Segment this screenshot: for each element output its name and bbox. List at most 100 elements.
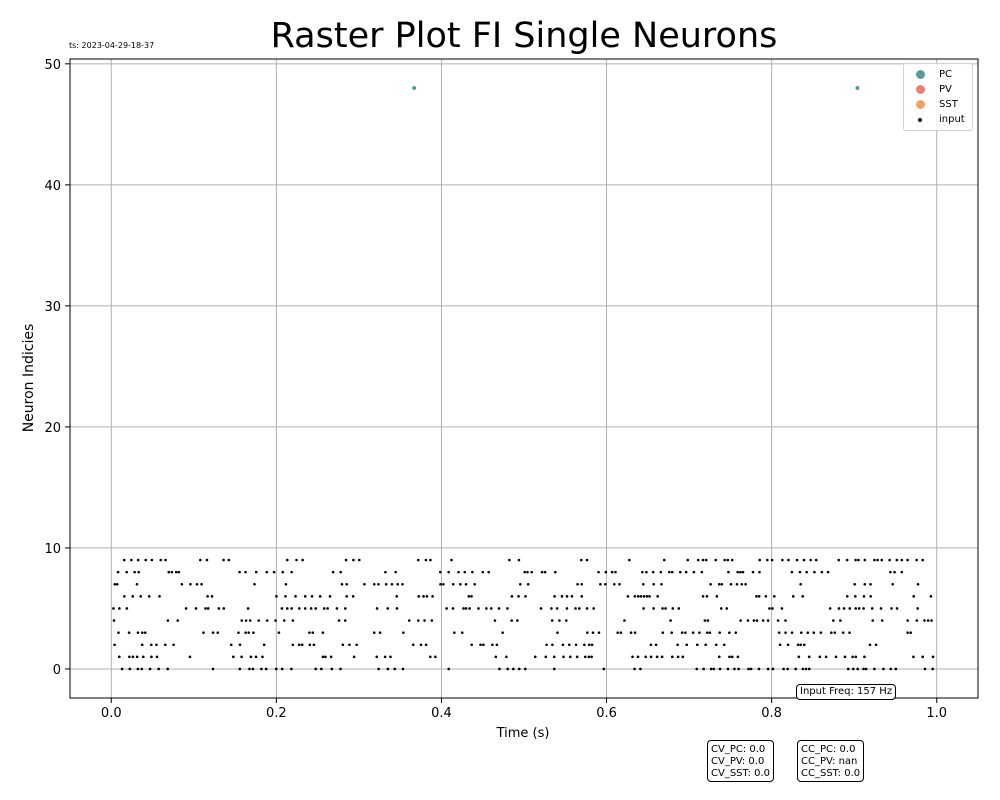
input-spike: [164, 558, 167, 562]
input-spike: [523, 570, 526, 574]
input-spike: [642, 595, 646, 598]
input-spike: [264, 667, 268, 671]
input-spike: [629, 631, 633, 634]
input-spike: [695, 667, 699, 671]
input-spike: [879, 607, 883, 610]
input-spike: [806, 631, 810, 634]
input-spike: [757, 667, 761, 671]
input-spike: [583, 655, 587, 659]
input-spike: [144, 558, 148, 562]
input-spike: [493, 619, 497, 622]
input-spike: [206, 607, 210, 610]
input-spike: [544, 655, 548, 659]
input-spike: [613, 582, 616, 586]
legend: PC PV SST input: [903, 63, 973, 131]
input-spike: [730, 558, 734, 562]
input-spike: [562, 655, 565, 659]
input-spike: [394, 570, 397, 574]
input-spike: [704, 558, 708, 562]
input-spike: [340, 582, 344, 586]
input-spike: [337, 619, 341, 622]
input-spike: [396, 582, 400, 586]
input-spike: [869, 582, 872, 586]
input-spike: [459, 582, 462, 586]
input-spike: [681, 655, 685, 659]
input-spike: [706, 619, 710, 622]
y-axis-label: Neuron Indicies: [21, 323, 37, 433]
y-tick-label: 40: [44, 179, 61, 194]
input-spike: [604, 570, 608, 574]
input-spike: [734, 631, 738, 634]
input-spike: [912, 655, 915, 659]
input-spike: [890, 607, 893, 610]
input-spike: [248, 619, 252, 622]
input-spike: [166, 619, 170, 622]
input-spike: [133, 570, 136, 574]
input-spike: [857, 607, 861, 610]
input-spike: [837, 607, 841, 610]
input-spike: [116, 570, 120, 574]
input-spike: [915, 558, 918, 562]
y-tick-label: 50: [44, 58, 61, 73]
input-spike: [189, 582, 192, 586]
legend-marker-input: [918, 118, 922, 122]
input-spike: [506, 667, 509, 671]
input-spike: [776, 619, 780, 622]
input-spike: [290, 607, 293, 610]
input-spike: [786, 643, 790, 647]
input-spike: [303, 607, 307, 610]
x-tick-label: 0.8: [761, 706, 782, 721]
input-spike: [755, 619, 759, 622]
input-spike: [649, 643, 653, 647]
cc-sst-text: CC_SST: 0.0: [801, 768, 861, 779]
input-spike: [131, 655, 135, 659]
input-spike: [401, 667, 405, 671]
input-spike: [194, 607, 198, 610]
input-spike: [871, 619, 875, 622]
input-spike: [889, 570, 892, 574]
input-spike: [626, 595, 630, 598]
input-spike: [579, 558, 583, 562]
legend-label-pc: PC: [939, 69, 953, 80]
input-spike: [125, 607, 129, 610]
input-spike: [482, 643, 485, 647]
input-spike: [254, 570, 258, 574]
input-spike: [291, 643, 295, 647]
cv-pc-text: CV_PC: 0.0: [711, 744, 766, 755]
input-spike: [112, 619, 116, 622]
input-spike: [846, 667, 850, 671]
input-spike: [854, 595, 857, 598]
input-spike: [262, 643, 266, 647]
input-spike: [254, 655, 258, 659]
input-spike: [644, 655, 647, 659]
input-spike: [184, 607, 188, 610]
input-spike: [864, 667, 868, 671]
input-spike: [300, 643, 304, 647]
input-spike: [661, 631, 665, 634]
input-spike: [685, 643, 689, 647]
legend-item-pv: PV: [904, 81, 972, 96]
input-spike: [805, 570, 808, 574]
input-spike: [322, 607, 326, 610]
input-spike: [768, 607, 771, 610]
input-spike: [782, 667, 785, 671]
input-spike: [393, 667, 397, 671]
input-spike: [314, 667, 318, 671]
input-spike: [290, 667, 293, 671]
input-spike: [809, 558, 812, 562]
input-spike: [471, 570, 474, 574]
input-spike: [631, 655, 634, 659]
input-spike: [565, 595, 569, 598]
input-spike: [128, 667, 132, 671]
input-spike: [616, 631, 619, 634]
input-spike: [386, 607, 390, 610]
input-spike: [921, 558, 924, 562]
input-spike: [696, 558, 700, 562]
pc-spike: [855, 86, 860, 91]
input-spike: [833, 631, 837, 634]
input-spike: [180, 582, 184, 586]
y-tick-label: 0: [53, 663, 61, 678]
input-spike: [265, 570, 269, 574]
input-spike: [705, 595, 709, 598]
input-freq-text: Input Freq: 157 Hz: [800, 686, 893, 697]
